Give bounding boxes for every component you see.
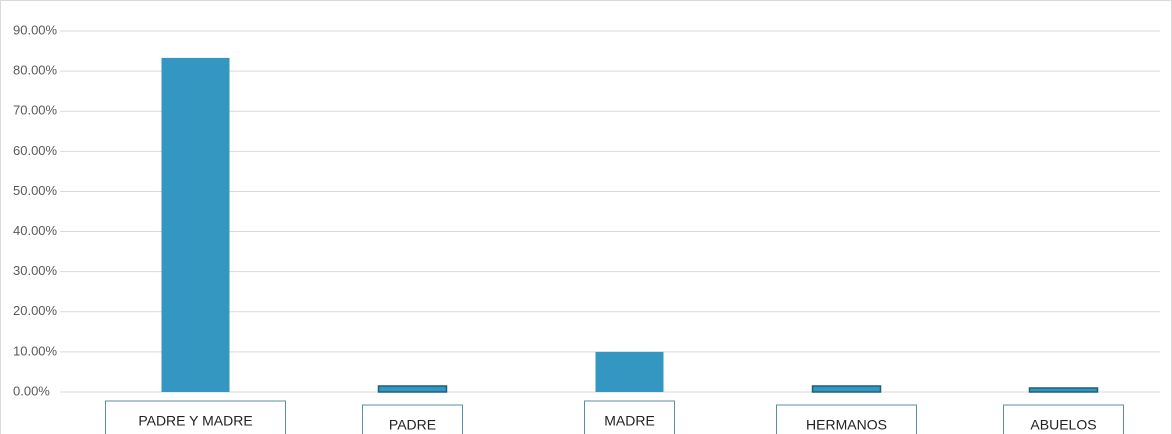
y-tick-label: 0.00%	[13, 383, 50, 398]
bar	[1028, 387, 1099, 393]
label-box	[362, 404, 463, 434]
y-tick-label: 10.00%	[13, 343, 58, 358]
x-tick-label: HERMANOS	[806, 417, 887, 433]
y-tick-label: 30.00%	[13, 263, 58, 278]
x-tick-label: PADRE Y MADRE	[138, 413, 252, 429]
label-box	[584, 400, 675, 434]
y-tick-label: 20.00%	[13, 303, 58, 318]
label-box	[1003, 404, 1124, 434]
bar	[595, 351, 664, 392]
x-tick-label: PADRE	[389, 417, 436, 433]
y-tick-label: 40.00%	[13, 223, 58, 238]
bar	[377, 385, 448, 393]
label-box	[776, 404, 917, 434]
bar	[811, 385, 882, 393]
y-tick-label: 90.00%	[13, 22, 58, 37]
y-tick-label: 60.00%	[13, 143, 58, 158]
y-tick-label: 50.00%	[13, 183, 58, 198]
x-tick-label: ABUELOS	[1030, 417, 1096, 433]
x-tick-label: MADRE	[604, 413, 655, 429]
y-tick-label: 80.00%	[13, 63, 58, 78]
bar	[161, 57, 230, 392]
label-box	[105, 400, 286, 434]
y-tick-label: 70.00%	[13, 103, 58, 118]
